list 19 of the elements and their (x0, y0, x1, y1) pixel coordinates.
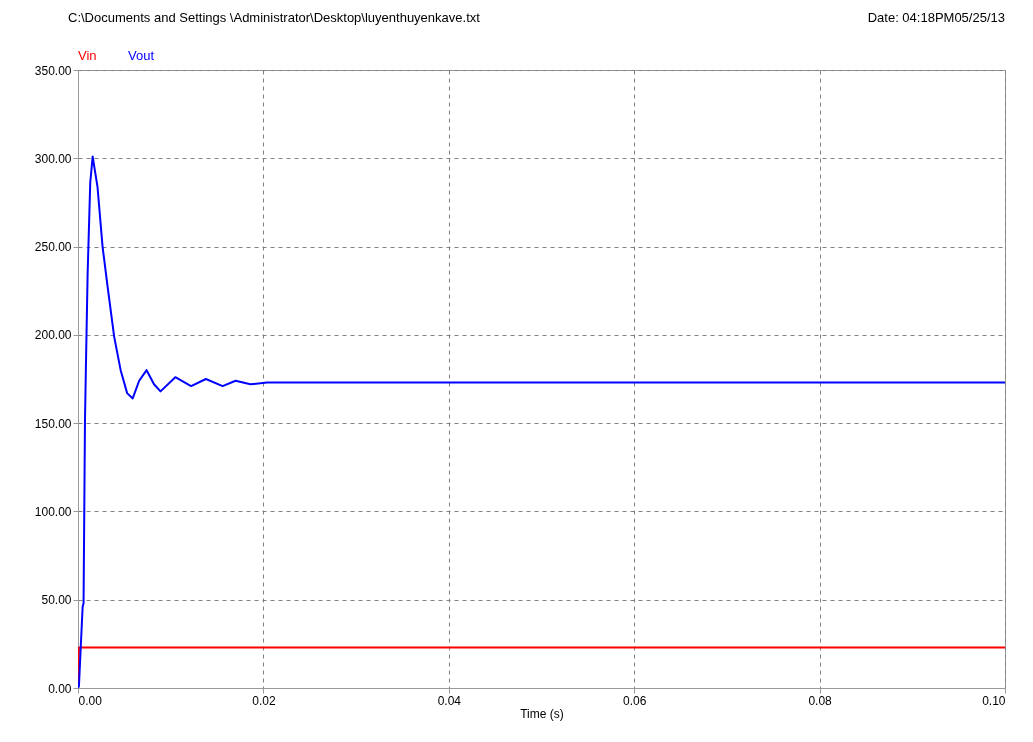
text: Date: 04:18PM05/25/13 (867, 10, 1005, 25)
x-tick-label: 0.10 (982, 693, 1006, 708)
x-axis-title: Time (s) (520, 706, 564, 721)
x-tick-label: 0.08 (808, 693, 833, 708)
y-tick-label: 50.00 (41, 593, 72, 608)
x-tick-label: 0.02 (252, 693, 276, 708)
y-tick-label: 300.00 (34, 151, 72, 166)
text: Vin (78, 48, 97, 63)
y-tick-label: 200.00 (34, 328, 72, 343)
y-tick-label: 150.00 (34, 416, 72, 431)
y-tick-label: 250.00 (34, 240, 72, 255)
x-tick-label: 0.06 (623, 693, 647, 708)
y-tick-label: 100.00 (34, 504, 72, 519)
chart-title: C:\Documents and Settings \Administrator\Desktop\luyenthuyenkave.txt (68, 10, 481, 25)
text: Vout (128, 48, 155, 63)
y-tick-label: 0.00 (48, 681, 72, 696)
y-tick-label: 350.00 (34, 63, 72, 78)
x-tick-label: 0.04 (437, 693, 462, 708)
x-tick-label: 0.00 (78, 693, 103, 708)
